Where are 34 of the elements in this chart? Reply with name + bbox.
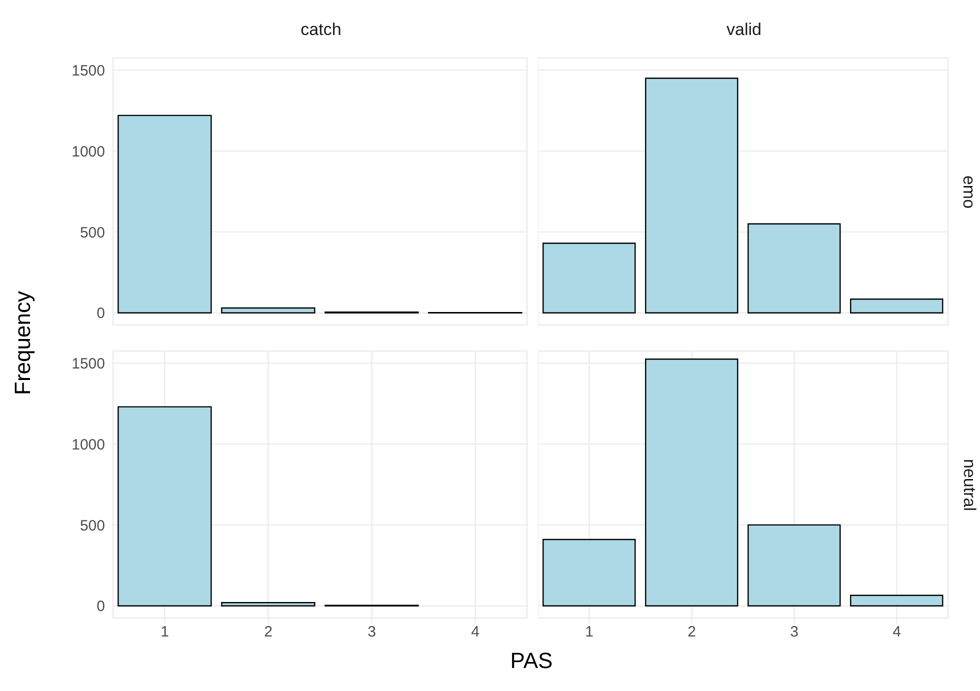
- y-tick-label: 500: [80, 517, 105, 534]
- y-axis-title: Frequency: [10, 291, 36, 395]
- x-tick-label: 4: [892, 624, 901, 641]
- y-tick-label: 0: [96, 598, 105, 616]
- bar: [850, 298, 944, 314]
- bar: [645, 358, 738, 606]
- y-tick-label: 1000: [72, 436, 105, 454]
- x-tick-label: 2: [264, 624, 272, 641]
- y-tick-label: 1500: [72, 355, 105, 372]
- y2-axis-title: neutral: [959, 458, 980, 510]
- bar: [542, 538, 636, 606]
- x-tick-label: 4: [471, 624, 480, 641]
- bar: [645, 78, 738, 314]
- bar: [118, 114, 212, 314]
- bar: [748, 524, 841, 606]
- bar: [221, 307, 316, 314]
- chart-title: valid: [726, 20, 762, 40]
- y-tick-label: 0: [96, 305, 105, 322]
- bar: [542, 242, 636, 314]
- x-tick-label: 1: [160, 624, 169, 641]
- y-tick-label: 500: [80, 224, 105, 242]
- x-tick-label: 3: [790, 624, 798, 641]
- x-tick-label: 2: [688, 624, 696, 641]
- bar: [221, 602, 316, 606]
- bar: [118, 406, 212, 606]
- y-tick-label: 1500: [72, 62, 105, 80]
- x-tick-label: 3: [368, 624, 376, 641]
- x-tick-label: 1: [585, 624, 594, 641]
- chart-title: catch: [300, 20, 342, 40]
- y-tick-label: 1000: [72, 143, 105, 160]
- bar: [850, 594, 944, 606]
- bar: [748, 223, 841, 314]
- x-axis-title: PAS: [509, 648, 554, 674]
- y2-axis-title: emo: [959, 174, 980, 208]
